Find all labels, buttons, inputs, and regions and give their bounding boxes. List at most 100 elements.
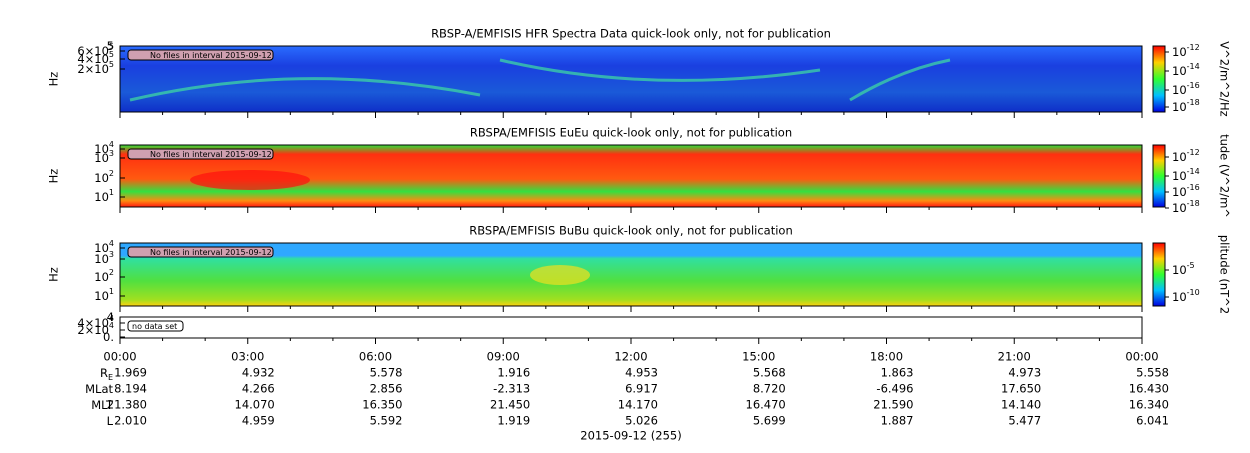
label-exponent: 5 <box>109 50 114 59</box>
label-base: 10 <box>1172 64 1187 78</box>
label-exponent: 4 <box>109 140 114 149</box>
label-base: 10 <box>94 252 109 266</box>
note: No files in interval 2015-09-12 <box>150 51 272 60</box>
colorbar-tick-label: 10-18 <box>1172 98 1200 114</box>
label-base: MLT <box>91 398 114 412</box>
spectrogram-feature <box>530 265 590 285</box>
colorbar-label: plitude (nT^2 <box>1218 235 1232 314</box>
y-tick-label: 103 <box>94 250 114 266</box>
colorbar-label: tude (V^2/m^ <box>1218 134 1232 218</box>
y-tick-label: 102 <box>94 169 114 185</box>
label-exponent: 5 <box>109 42 114 51</box>
colorbar-tick-label: 10-14 <box>1172 62 1200 78</box>
label-base: 6×10 <box>77 44 109 58</box>
label-exponent: -5 <box>1187 261 1195 270</box>
ephemeris-value: 5.477 <box>1008 414 1041 428</box>
y-tick-label: 2×104 <box>77 321 114 337</box>
ephemeris-value: 21.380 <box>107 398 147 412</box>
y-axis-label: Hz <box>47 267 61 282</box>
ephemeris-value: 5.026 <box>625 414 658 428</box>
label-base: 10 <box>1172 169 1187 183</box>
colorbar <box>1152 45 1166 113</box>
label-base: 10 <box>94 151 109 165</box>
label-base: 10 <box>1172 150 1187 164</box>
panel-title: RBSP-A/EMFISIS HFR Spectra Data quick-lo… <box>431 27 831 41</box>
colorbar-tick-label: 10-12 <box>1172 43 1200 59</box>
label-base: 2×10 <box>77 62 109 76</box>
note: no data set <box>132 322 177 331</box>
y-tick-label: 101 <box>94 287 114 303</box>
ephemeris-value: 4.953 <box>625 366 658 380</box>
ephemeris-value: 14.140 <box>1001 398 1041 412</box>
x-tick-label: 12:00 <box>614 350 647 364</box>
x-tick-label: 06:00 <box>359 350 392 364</box>
ephemeris-value: 21.590 <box>873 398 913 412</box>
y-tick-label: 4 <box>107 310 114 324</box>
y-tick-label: 104 <box>94 140 114 156</box>
ephemeris-value: 16.350 <box>362 398 402 412</box>
label-exponent: -16 <box>1187 81 1200 90</box>
label-exponent: -12 <box>1187 148 1200 157</box>
label-exponent: 4 <box>109 321 114 330</box>
y-axis-label: Hz <box>47 72 61 87</box>
ephemeris-value: 4.973 <box>1008 366 1041 380</box>
y-tick-label: 4×104 <box>77 314 114 330</box>
label-base: 10 <box>94 142 109 156</box>
colorbar-label: V^2/m^2/Hz <box>1218 41 1232 116</box>
ephemeris-value: 1.887 <box>881 414 914 428</box>
label-base: 0. <box>103 330 114 344</box>
y-tick-label: 101 <box>94 188 114 204</box>
colorbar-tick-label: 10-10 <box>1172 288 1200 304</box>
label-exponent: -12 <box>1187 43 1200 52</box>
panel-title: RBSPA/EMFISIS EuEu quick-look only, not … <box>470 126 792 140</box>
label-base: 10 <box>94 289 109 303</box>
y-tick-label: 4×105 <box>77 50 114 66</box>
x-tick-label: 18:00 <box>870 350 903 364</box>
note-box <box>127 148 274 160</box>
ephemeris-value: 1.919 <box>497 414 530 428</box>
ephemeris-value: 4.932 <box>242 366 275 380</box>
ephemeris-label: L <box>107 414 114 428</box>
spectrogram-feature <box>129 58 951 102</box>
colorbar <box>1152 242 1166 307</box>
label-base: 10 <box>1172 45 1187 59</box>
spectrogram-feature <box>190 170 310 190</box>
x-tick-label: 03:00 <box>231 350 264 364</box>
colorbar <box>1152 144 1166 208</box>
label-exponent: -10 <box>1187 288 1200 297</box>
panel-title: RBSPA/EMFISIS BuBu quick-look only, not … <box>469 224 793 238</box>
label-base: 10 <box>94 241 109 255</box>
label-exponent: 1 <box>109 287 114 296</box>
note-box <box>127 246 274 258</box>
label-base: 10 <box>1172 201 1187 215</box>
colorbar-tick-label: 10-18 <box>1172 199 1200 215</box>
ephemeris-value: 5.578 <box>370 366 403 380</box>
ephemeris-value: 2.010 <box>114 414 147 428</box>
label-base: 4 <box>107 310 114 324</box>
label-exponent: -14 <box>1187 167 1200 176</box>
label-base: L <box>107 414 114 428</box>
label-exponent: -16 <box>1187 183 1200 192</box>
note: No files in interval 2015-09-12 <box>150 150 272 159</box>
note-box <box>127 320 184 332</box>
label-base: R <box>100 366 108 380</box>
label-base: 10 <box>1172 100 1187 114</box>
label-base: 10 <box>94 171 109 185</box>
ephemeris-value: -2.313 <box>493 382 530 396</box>
y-tick-label: 2×105 <box>77 60 114 76</box>
ephemeris-value: 1.863 <box>881 366 914 380</box>
ephemeris-label: RE <box>100 366 113 382</box>
x-tick-label: 00:00 <box>1125 350 1158 364</box>
ephemeris-value: 8.194 <box>114 382 147 396</box>
ephemeris-value: 5.558 <box>1136 366 1169 380</box>
empty-panel <box>119 316 1143 339</box>
ephemeris-value: 16.430 <box>1129 382 1169 396</box>
label-exponent: 3 <box>109 149 114 158</box>
ephemeris-value: 1.916 <box>497 366 530 380</box>
y-tick-label: 0. <box>103 330 114 344</box>
ephemeris-value: 21.450 <box>490 398 530 412</box>
label-base: 10 <box>1172 83 1187 97</box>
y-tick-label: 102 <box>94 268 114 284</box>
ephemeris-value: 8.720 <box>753 382 786 396</box>
